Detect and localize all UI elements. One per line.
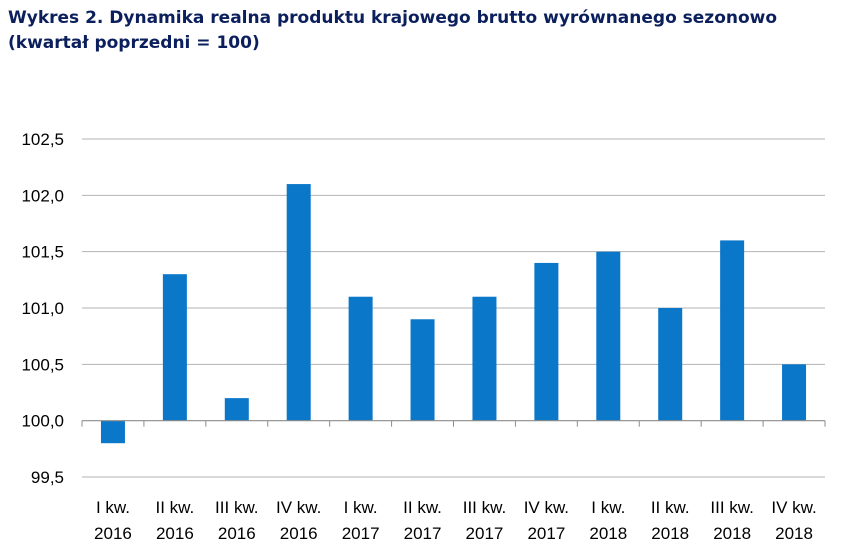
x-tick-label-year: 2016 (218, 524, 256, 543)
x-tick-label-quarter: IV kw. (771, 498, 816, 517)
x-tick-label-quarter: II kw. (651, 498, 690, 517)
x-tick-label-quarter: I kw. (344, 498, 378, 517)
x-tick-label-quarter: III kw. (215, 498, 258, 517)
axes (81, 420, 826, 427)
y-tick-label: 100,5 (21, 355, 64, 374)
bar (596, 251, 621, 421)
x-tick-label-quarter: III kw. (710, 498, 753, 517)
y-tick-labels: 99,5 100,0 100,5 101,0 101,5 102,0 102,5 (21, 130, 64, 487)
bar (286, 184, 311, 421)
bar (162, 274, 187, 421)
x-tick-label-year: 2016 (94, 524, 132, 543)
bar (534, 262, 559, 421)
y-tick-label: 102,0 (21, 186, 64, 205)
gridlines (82, 138, 825, 478)
x-tick-label-quarter: I kw. (96, 498, 130, 517)
chart-title: Wykres 2. Dynamika realna produktu krajo… (8, 6, 777, 56)
x-tick-labels: I kw. 2016 II kw. 2016 III kw. 2016 IV kw. 2016… (94, 498, 817, 543)
x-tick-label-quarter: I kw. (591, 498, 625, 517)
x-tick-label-year: 2017 (342, 524, 380, 543)
bar (348, 296, 373, 421)
x-tick-label-year: 2017 (466, 524, 504, 543)
x-tick-label-year: 2018 (713, 524, 751, 543)
x-tick-label-quarter: III kw. (463, 498, 506, 517)
bar (410, 319, 435, 421)
bar (720, 240, 745, 421)
x-tick-label-quarter: IV kw. (524, 498, 569, 517)
x-tick-label-year: 2016 (156, 524, 194, 543)
x-tick-label-year: 2018 (775, 524, 813, 543)
chart-title-line-1: Wykres 2. Dynamika realna produktu krajo… (8, 8, 778, 28)
chart-title-line-2: (kwartał poprzedni = 100) (8, 33, 260, 53)
bar (224, 398, 249, 421)
bar (100, 420, 125, 444)
x-tick-label-quarter: II kw. (156, 498, 195, 517)
y-tick-label: 100,0 (21, 412, 64, 431)
x-tick-label-quarter: IV kw. (276, 498, 321, 517)
x-tick-label-quarter: II kw. (403, 498, 442, 517)
bar (658, 308, 683, 421)
y-tick-label: 101,0 (21, 299, 64, 318)
bars (100, 184, 807, 444)
y-tick-label: 99,5 (31, 468, 64, 487)
x-tick-label-year: 2018 (589, 524, 627, 543)
x-tick-label-year: 2017 (404, 524, 442, 543)
y-tick-label: 102,5 (21, 130, 64, 149)
y-tick-label: 101,5 (21, 243, 64, 262)
x-tick-label-year: 2017 (527, 524, 565, 543)
bar (472, 296, 497, 421)
bar (782, 364, 807, 421)
x-tick-label-year: 2018 (651, 524, 689, 543)
x-tick-label-year: 2016 (280, 524, 318, 543)
